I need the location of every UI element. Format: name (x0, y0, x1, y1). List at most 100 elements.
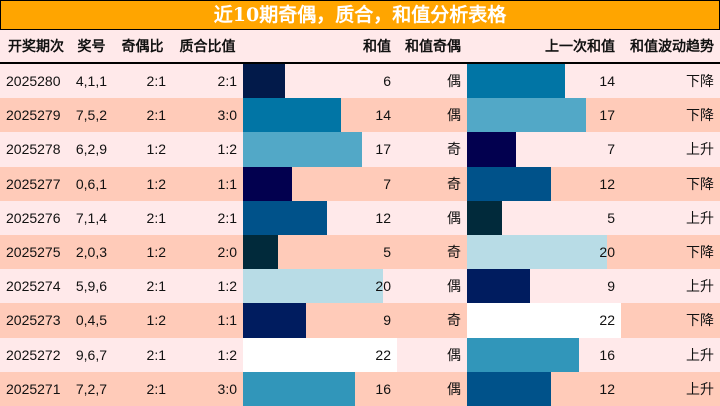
sum-parity-cell-text: 奇 (447, 175, 461, 192)
odd-even-cell-text: 2:1 (146, 107, 166, 124)
sum-cell: 22 (243, 337, 397, 372)
table-row: 2025278 6,2,9 1:2 1:2 17 奇 7 上升 (0, 132, 720, 167)
prev-sum-cell: 5 (467, 200, 621, 235)
sum-parity-cell-text: 偶 (447, 346, 461, 363)
sum-cell-text: 17 (375, 141, 391, 158)
prev-sum-cell-text: 5 (607, 209, 615, 226)
sum-cell: 12 (243, 200, 397, 235)
odd-even-cell: 1:2 (113, 132, 172, 166)
odd-even-cell-text: 1:2 (146, 175, 166, 192)
odd-even-cell: 1:2 (113, 167, 172, 201)
trend-cell-text: 下降 (686, 312, 714, 329)
prime-comp-cell-text: 3:0 (217, 380, 237, 397)
prime-comp-cell-text: 2:1 (217, 209, 237, 226)
trend-cell: 上升 (621, 132, 720, 166)
prev-sum-cell-text: 12 (599, 380, 615, 397)
period-cell: 2025278 (0, 132, 70, 166)
sum-cell-text: 9 (383, 312, 391, 329)
odd-even-cell-text: 2:1 (146, 209, 166, 226)
table-row: 2025277 0,6,1 1:2 1:1 7 奇 12 下降 (0, 166, 720, 201)
sum-cell-text: 12 (375, 209, 391, 226)
sum-cell: 9 (243, 303, 397, 338)
odd-even-cell: 1:2 (113, 303, 172, 337)
header-odd-even: 奇偶比 (121, 38, 164, 54)
sum-parity-cell-text: 偶 (447, 107, 461, 124)
period-cell-text: 2025276 (6, 209, 61, 226)
sum-parity-cell: 奇 (397, 132, 467, 166)
prev-sum-cell: 7 (467, 132, 621, 167)
period-cell-text: 2025273 (6, 312, 61, 329)
trend-cell-text: 上升 (686, 380, 714, 397)
prime-comp-cell: 3:0 (172, 372, 243, 406)
period-cell: 2025277 (0, 167, 70, 201)
sum-parity-cell-text: 偶 (447, 73, 461, 90)
sum-cell-bar (243, 64, 285, 99)
prev-sum-cell-text: 12 (599, 175, 615, 192)
period-cell: 2025280 (0, 64, 70, 98)
sum-cell: 17 (243, 132, 397, 167)
sum-parity-cell-text: 偶 (447, 278, 461, 295)
trend-cell: 下降 (621, 64, 720, 98)
table-row: 2025279 7,5,2 2:1 3:0 14 偶 17 下降 (0, 98, 720, 133)
sum-cell: 6 (243, 64, 397, 99)
sum-cell: 20 (243, 269, 397, 304)
odd-even-cell: 1:2 (113, 235, 172, 269)
numbers-cell: 2,0,3 (70, 235, 113, 269)
table-body: 2025280 4,1,1 2:1 2:1 6 偶 14 下降 2025279 7,5,2 2:1 3… (0, 64, 720, 406)
trend-cell: 下降 (621, 167, 720, 201)
sum-cell-text: 16 (375, 380, 391, 397)
odd-even-cell-text: 1:2 (146, 141, 166, 158)
prime-comp-cell-text: 1:2 (217, 346, 237, 363)
numbers-cell: 7,1,4 (70, 201, 113, 235)
odd-even-cell-text: 2:1 (146, 278, 166, 295)
numbers-cell: 7,2,7 (70, 372, 113, 406)
sum-parity-cell-text: 奇 (447, 312, 461, 329)
prev-sum-cell: 12 (467, 166, 621, 201)
numbers-cell: 0,4,5 (70, 303, 113, 337)
prev-sum-cell-text: 17 (599, 107, 615, 124)
numbers-cell: 9,6,7 (70, 338, 113, 372)
prime-comp-cell: 3:0 (172, 98, 243, 132)
prev-sum-cell-bar (467, 98, 586, 133)
period-cell-text: 2025278 (6, 141, 61, 158)
sum-cell-bar (243, 337, 397, 372)
trend-cell-text: 下降 (686, 244, 714, 261)
trend-cell-text: 上升 (686, 278, 714, 295)
sum-parity-cell: 偶 (397, 338, 467, 372)
period-cell: 2025274 (0, 269, 70, 303)
table-row: 2025272 9,6,7 2:1 1:2 22 偶 16 上升 (0, 337, 720, 372)
odd-even-cell-text: 2:1 (146, 346, 166, 363)
trend-cell: 下降 (621, 235, 720, 269)
numbers-cell-text: 5,9,6 (75, 278, 107, 295)
sum-parity-cell: 奇 (397, 303, 467, 337)
prev-sum-cell-bar (467, 200, 502, 235)
prime-comp-cell: 1:1 (172, 167, 243, 201)
numbers-cell: 7,5,2 (70, 98, 113, 132)
numbers-cell-text: 9,6,7 (75, 346, 107, 363)
period-cell-text: 2025272 (6, 346, 61, 363)
sum-cell-text: 7 (383, 175, 391, 192)
sum-cell-text: 6 (383, 73, 391, 90)
odd-even-cell: 2:1 (113, 201, 172, 235)
prime-comp-cell-text: 2:1 (217, 73, 237, 90)
prev-sum-cell-text: 9 (607, 278, 615, 295)
table-row: 2025280 4,1,1 2:1 2:1 6 偶 14 下降 (0, 64, 720, 99)
sum-cell-bar (243, 269, 383, 304)
prev-sum-cell: 12 (467, 371, 621, 406)
period-cell-text: 2025280 (6, 73, 61, 90)
prime-comp-cell: 2:0 (172, 235, 243, 269)
sum-parity-cell-text: 奇 (447, 244, 461, 261)
odd-even-cell-text: 2:1 (146, 380, 166, 397)
odd-even-cell: 2:1 (113, 338, 172, 372)
header-sum-parity: 和值奇偶 (405, 38, 461, 54)
numbers-cell-text: 0,6,1 (75, 175, 107, 192)
trend-cell: 上升 (621, 372, 720, 406)
odd-even-cell: 2:1 (113, 64, 172, 98)
prime-comp-cell-text: 2:0 (217, 244, 237, 261)
prev-sum-cell-text: 14 (599, 73, 615, 90)
period-cell-text: 2025279 (6, 107, 61, 124)
prime-comp-cell: 1:1 (172, 303, 243, 337)
prev-sum-cell-text: 16 (599, 346, 615, 363)
sum-parity-cell-text: 偶 (447, 209, 461, 226)
odd-even-cell: 2:1 (113, 98, 172, 132)
